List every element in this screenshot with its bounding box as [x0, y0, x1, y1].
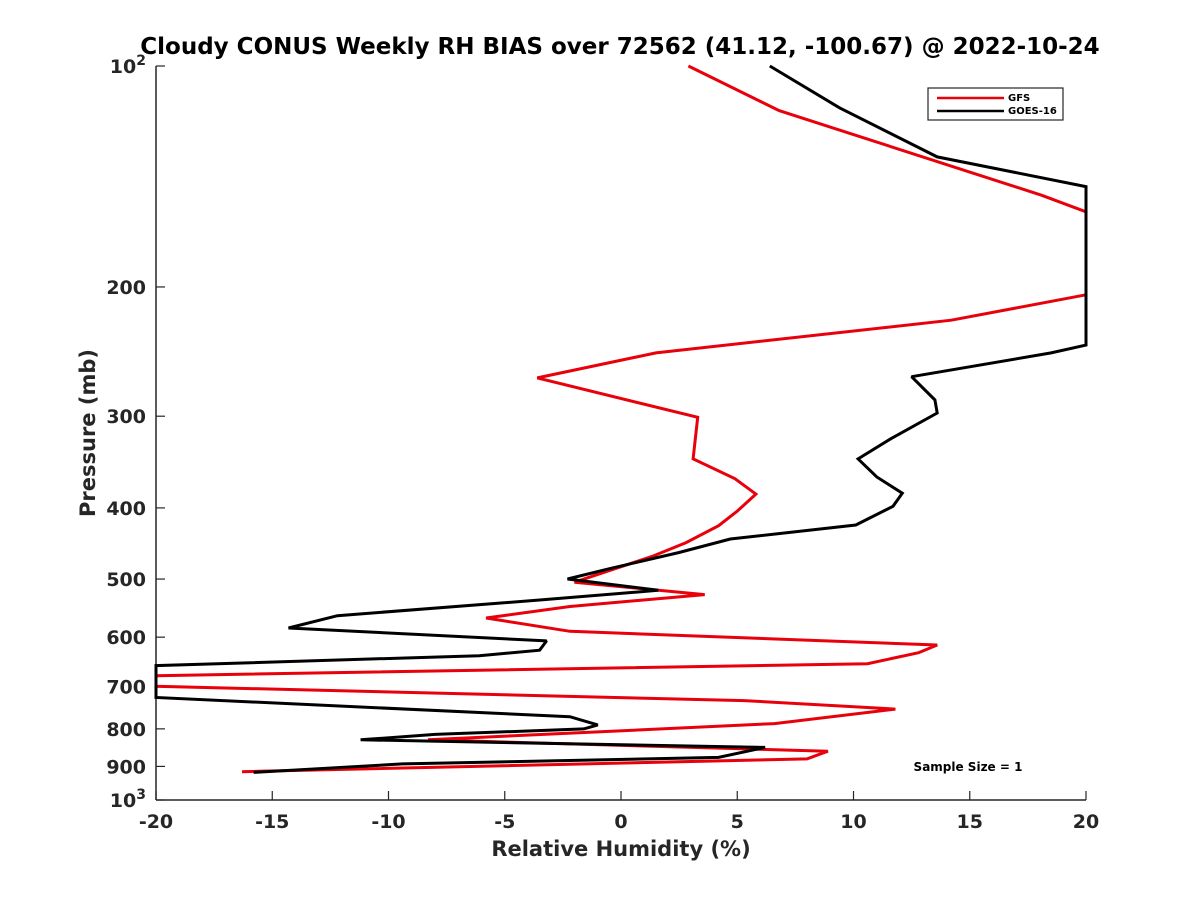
y-tick-label: 800: [106, 719, 146, 741]
chart-title: Cloudy CONUS Weekly RH BIAS over 72562 (…: [140, 34, 1099, 60]
series-line-goes16: [154, 64, 1088, 774]
y-axis-label: Pressure (mb): [76, 349, 100, 517]
y-tick-label: 300: [106, 406, 146, 428]
x-tick-label: -5: [494, 811, 515, 833]
x-tick-label: -20: [139, 811, 173, 833]
x-tick-label: 0: [614, 811, 627, 833]
x-axis-label: Relative Humidity (%): [491, 837, 750, 861]
x-tick-label: 5: [731, 811, 744, 833]
x-tick-label: -10: [371, 811, 405, 833]
y-tick-label: 700: [106, 676, 146, 698]
legend-label-gfs: GFS: [1008, 93, 1030, 104]
y-tick-label: 400: [106, 498, 146, 520]
sample-size-annotation: Sample Size = 1: [914, 760, 1023, 774]
y-tick-label: 102: [110, 53, 146, 78]
series-layer: [154, 64, 1088, 774]
y-tick-label: 600: [106, 627, 146, 649]
x-tick-label: -15: [255, 811, 289, 833]
x-tick-label: 15: [957, 811, 983, 833]
y-ticks: 102 200 300 400 500 600 700 800 900 103: [106, 53, 165, 812]
y-tick-label: 500: [106, 569, 146, 591]
x-tick-label: 10: [840, 811, 866, 833]
legend: GFS GOES-16: [927, 87, 1064, 121]
y-tick-label: 103: [110, 787, 146, 812]
legend-label-goes16: GOES-16: [1008, 106, 1057, 117]
plot-area: -20 -15 -10 -5 0 5 10 15 20 102 200 300 400 500 600 70…: [106, 53, 1099, 833]
series-line-gfs: [154, 64, 1088, 774]
x-ticks: -20 -15 -10 -5 0 5 10 15 20: [139, 791, 1099, 833]
y-tick-label: 900: [106, 756, 146, 778]
x-tick-label: 20: [1073, 811, 1099, 833]
y-tick-label: 200: [106, 277, 146, 299]
legend-box: [927, 87, 1064, 121]
